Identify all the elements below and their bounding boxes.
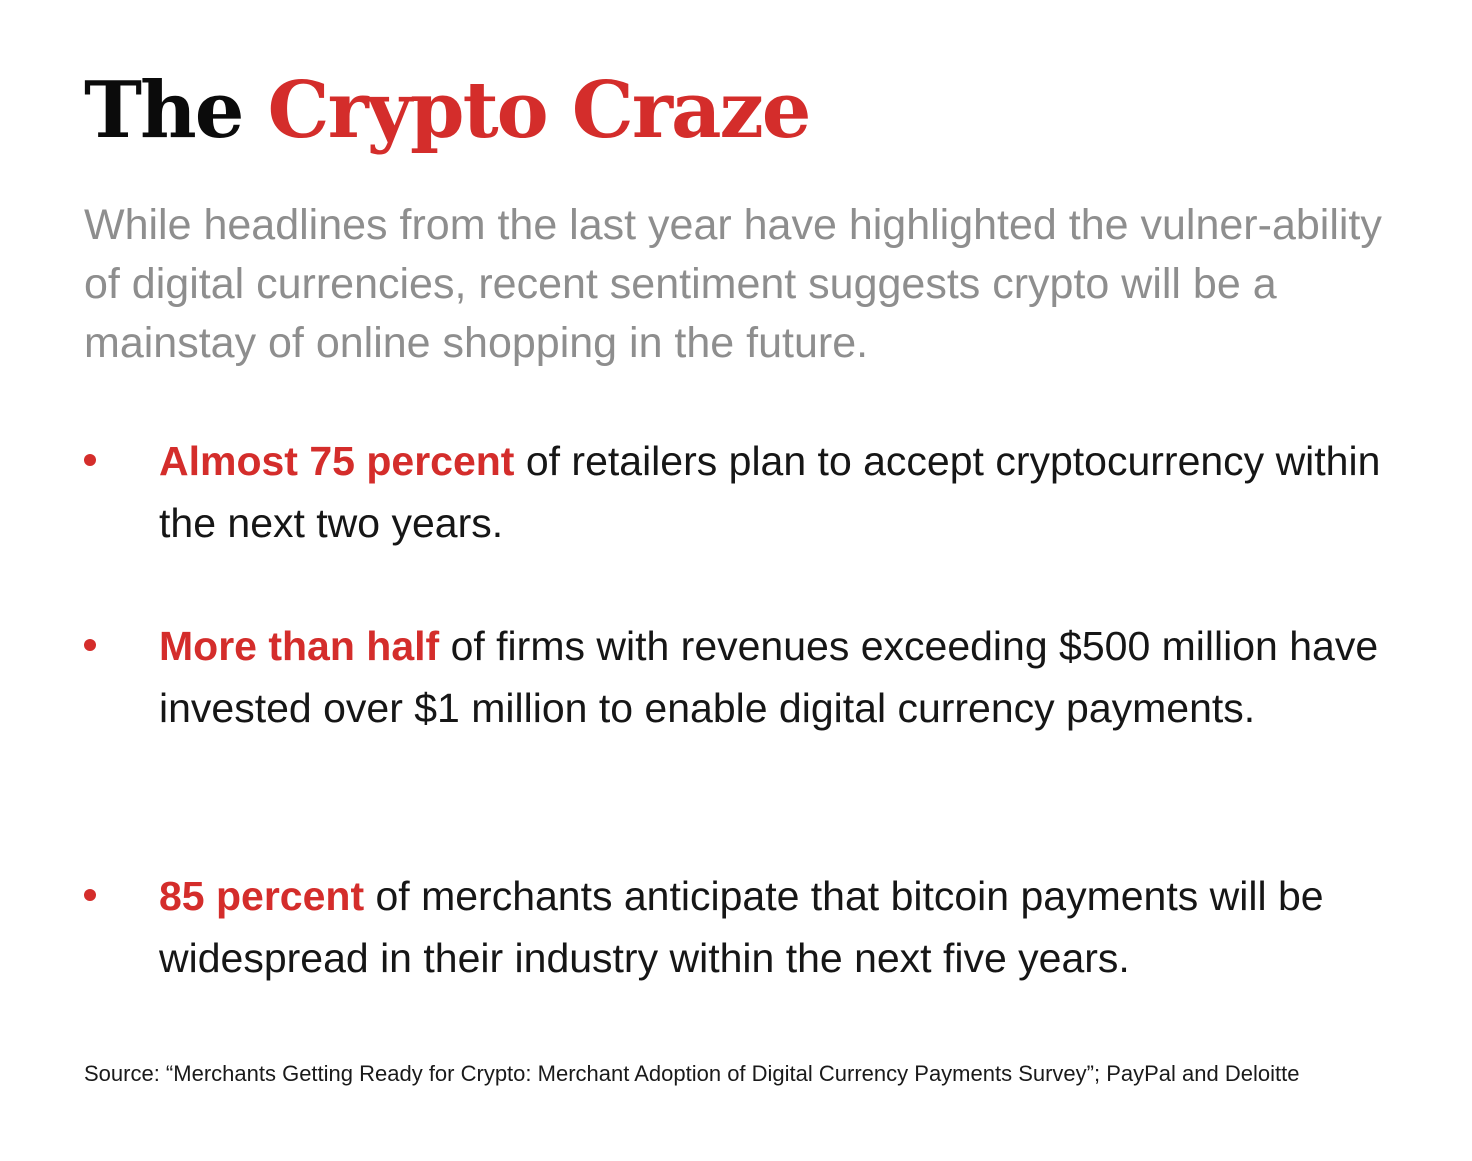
bullet-body-1: of retailers plan to accept cryptocurren… xyxy=(159,438,1381,546)
bullet-highlight-2: More than half xyxy=(159,623,440,669)
bullet-dot-icon xyxy=(84,454,96,466)
bullet-body-2: of firms with revenues exceeding $500 mi… xyxy=(159,623,1379,731)
bullet-dot-icon xyxy=(84,639,96,651)
bullet-highlight-3: 85 percent xyxy=(159,873,365,919)
bullet-highlight-1: Almost 75 percent xyxy=(159,438,515,484)
bullet-text-1: Almost 75 percent of retailers plan to a… xyxy=(159,430,1399,554)
source-citation: Source: “Merchants Getting Ready for Cry… xyxy=(84,1061,1300,1086)
bullet-body-3: of merchants anticipate that bitcoin pay… xyxy=(159,873,1324,981)
bullet-text-2: More than half of firms with revenues ex… xyxy=(159,615,1399,739)
title-part-2: Crypto Craze xyxy=(267,65,812,156)
bullet-text-3: 85 percent of merchants anticipate that … xyxy=(159,865,1399,989)
bullet-dot-icon xyxy=(84,889,96,901)
title-part-1: The xyxy=(84,65,244,156)
page-title: The Crypto Craze xyxy=(84,72,811,150)
intro-paragraph: While headlines from the last year have … xyxy=(84,201,1382,367)
